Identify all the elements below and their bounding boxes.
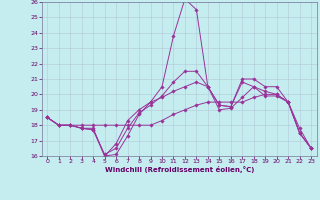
X-axis label: Windchill (Refroidissement éolien,°C): Windchill (Refroidissement éolien,°C) — [105, 166, 254, 173]
